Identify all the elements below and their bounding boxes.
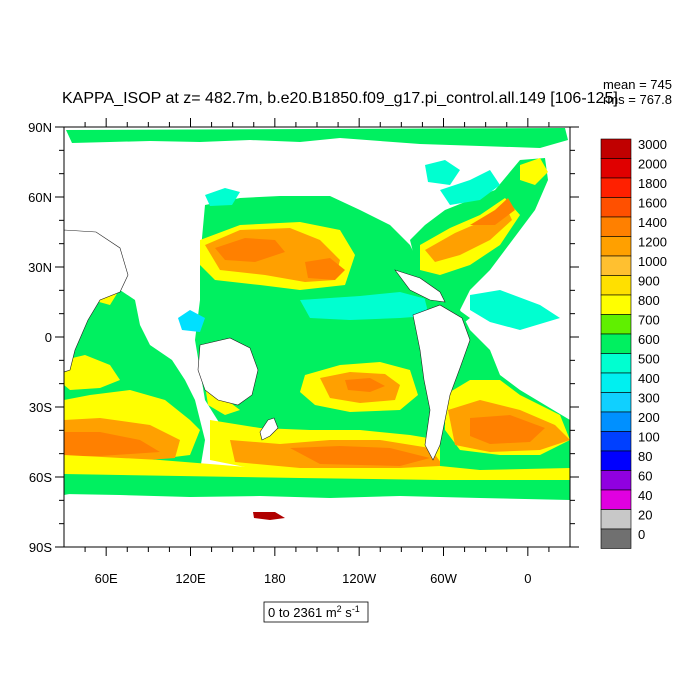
land-central-america xyxy=(394,269,446,303)
colorbar-box xyxy=(600,177,632,198)
land-australia xyxy=(197,337,259,406)
indian-south-yellow xyxy=(64,355,120,390)
colorbar-label: 1000 xyxy=(638,254,667,269)
southern-band-yellow xyxy=(64,455,570,480)
atlantic-gulfstream-dark xyxy=(470,198,515,225)
y-tick-label: 90S xyxy=(29,540,52,555)
colorbar-box xyxy=(600,158,632,179)
colorbar-label: 1600 xyxy=(638,196,667,211)
colorbar-box xyxy=(600,138,632,159)
colorbar-label: 1200 xyxy=(638,235,667,250)
colorbar-label: 900 xyxy=(638,274,660,289)
range-unit-exp-m: 2 xyxy=(337,604,342,614)
x-tick-label: 60W xyxy=(430,571,457,586)
x-tick-labels: 60E 120E 180 120W 60W 0 xyxy=(95,571,532,586)
range-box xyxy=(263,601,369,623)
range-unit-base-m: m xyxy=(322,605,336,620)
x-tick-label: 180 xyxy=(264,571,286,586)
colorbar-box xyxy=(600,372,632,393)
colorbar-box xyxy=(600,333,632,354)
mean-stat: mean = 745 xyxy=(603,77,672,92)
chart-title: KAPPA_ISOP at z= 482.7m, b.e20.B1850.f09… xyxy=(62,90,618,107)
colorbar-box xyxy=(600,255,632,276)
colorbar-box xyxy=(600,509,632,530)
atlantic-equatorial-cyan xyxy=(470,290,560,330)
pacific-south-orange-dark xyxy=(345,378,385,392)
colorbar-label: 80 xyxy=(638,449,652,464)
pacific-north-orange-dark xyxy=(215,238,285,262)
colorbar-box xyxy=(600,411,632,432)
x-tick-label: 60E xyxy=(95,571,118,586)
range-label: 0 to 2361 m2 s-1 xyxy=(268,604,360,620)
colorbar: 3000200018001600140012001000900800700600… xyxy=(600,137,667,549)
colorbar-label: 100 xyxy=(638,430,660,445)
colorbar-box xyxy=(600,392,632,413)
y-tick-labels: 90N 60N 30N 0 30S 60S 90S xyxy=(28,120,52,555)
x-tick-label: 0 xyxy=(524,571,531,586)
atlantic-nordic-yellow xyxy=(520,158,548,185)
range-text: 0 to 2361 xyxy=(268,605,322,620)
y-tick-label: 60N xyxy=(28,190,52,205)
colorbar-box xyxy=(600,197,632,218)
colorbar-box xyxy=(600,470,632,491)
colorbar-label: 600 xyxy=(638,332,660,347)
y-tick-label: 60S xyxy=(29,470,52,485)
map-area xyxy=(64,127,570,547)
rms-stat: rms = 767.8 xyxy=(603,92,672,107)
colorbar-box xyxy=(600,450,632,471)
okhotsk-cyan xyxy=(205,188,240,206)
pacific-antarctic-band-orange-dark xyxy=(290,446,430,466)
colorbar-label: 300 xyxy=(638,391,660,406)
colorbar-label: 40 xyxy=(638,488,652,503)
indian-band-orange-dark xyxy=(64,432,160,456)
atlantic-south-orange-dark xyxy=(470,415,545,444)
colorbar-label: 700 xyxy=(638,313,660,328)
y-tick-label: 0 xyxy=(45,330,52,345)
y-tick-label: 30S xyxy=(29,400,52,415)
colorbar-box xyxy=(600,528,632,549)
colorbar-label: 1800 xyxy=(638,176,667,191)
colorbar-label: 3000 xyxy=(638,137,667,152)
x-tick-label: 120E xyxy=(175,571,206,586)
colorbar-box xyxy=(600,236,632,257)
colorbar-box xyxy=(600,489,632,510)
axis-ticks xyxy=(55,118,579,556)
pacific-equatorial-cyan xyxy=(300,292,440,320)
colorbar-box xyxy=(600,294,632,315)
colorbar-label: 400 xyxy=(638,371,660,386)
hudson-bay-cyan xyxy=(425,160,460,185)
colorbar-label: 500 xyxy=(638,352,660,367)
colorbar-label: 60 xyxy=(638,469,652,484)
pacific-east-orange xyxy=(305,258,345,280)
atlantic-labrador-cyan xyxy=(440,170,500,205)
x-tick-label: 120W xyxy=(342,571,377,586)
colorbar-label: 800 xyxy=(638,293,660,308)
land-new-zealand xyxy=(259,417,279,441)
colorbar-label: 1400 xyxy=(638,215,667,230)
colorbar-box xyxy=(600,216,632,237)
antarctic-fragment-red xyxy=(253,512,285,520)
colorbar-label: 2000 xyxy=(638,157,667,172)
land-south-america xyxy=(412,304,471,461)
y-tick-label: 30N xyxy=(28,260,52,275)
ocean-arctic xyxy=(66,128,568,148)
colorbar-label: 20 xyxy=(638,508,652,523)
y-tick-label: 90N xyxy=(28,120,52,135)
colorbar-box xyxy=(600,314,632,335)
colorbar-box xyxy=(600,275,632,296)
colorbar-box xyxy=(600,431,632,452)
range-unit-exp-s: -1 xyxy=(352,604,360,614)
land-africa xyxy=(64,229,129,373)
maritime-continent-cyan xyxy=(178,310,205,332)
colorbar-box xyxy=(600,353,632,374)
colorbar-label: 0 xyxy=(638,527,645,542)
range-unit-base-s: s xyxy=(342,605,353,620)
colorbar-label: 200 xyxy=(638,410,660,425)
